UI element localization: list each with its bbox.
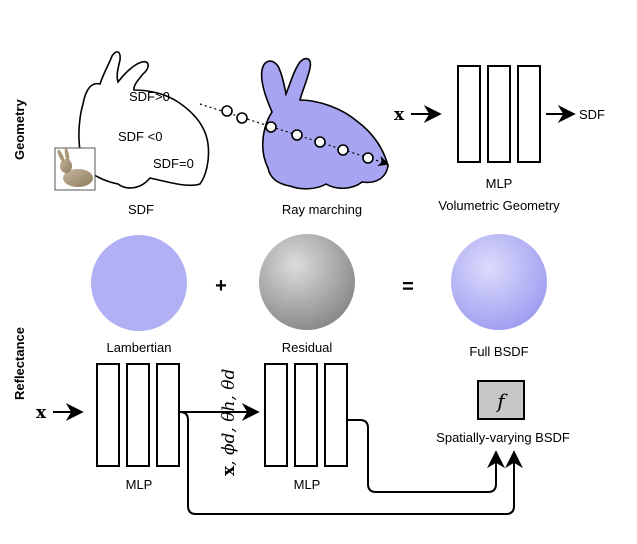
geometry-mlp-label: MLP [486,176,513,191]
reflectance-mlp1-label: MLP [126,477,153,492]
sdf-caption: SDF [128,202,154,217]
lambertian-label: Lambertian [106,340,171,355]
geometry-mlp-input: x [394,105,405,125]
ray-marching-caption: Ray marching [282,202,362,217]
ray-sample-points [221,105,374,164]
sdf-zero-label: SDF=0 [153,156,194,171]
residual-label: Residual [282,340,333,355]
geometry-mlp-caption: Volumetric Geometry [438,198,560,213]
mlp2-to-bsdf-arrow [348,419,505,493]
equals-sign: = [402,276,414,298]
geometry-mlp [457,65,541,163]
bunny-thumbnail-image [57,148,93,187]
reflectance-mlp2-layer [294,363,318,467]
reflectance-mlp2-input-angles: , ϕd, θh, θd [219,369,239,466]
reflectance-mlp1-input: x [36,403,47,423]
reflectance-mlp2-input: x, ϕd, θh, θd [219,369,239,476]
ray-sample-point [291,129,303,141]
geometry-mlp-layer [457,65,481,163]
reflectance-mlp2-label: MLP [294,477,321,492]
reflectance-mlp1-layer [156,363,180,467]
residual-sphere [259,234,355,330]
plus-sign: + [215,275,227,297]
ray-sample-point [221,105,233,117]
reflectance-mlp2-layer [264,363,288,467]
section-label-reflectance: Reflectance [12,327,27,400]
ray-marching-bunny [260,57,389,190]
lambertian-sphere [91,235,187,331]
ray-sample-point [314,136,326,148]
bsdf-caption: Spatially-varying BSDF [436,430,570,445]
section-label-geometry: Geometry [12,99,27,160]
full-bsdf-sphere [451,234,547,330]
geometry-mlp-layer [487,65,511,163]
reflectance-mlp2 [264,363,348,467]
ray-sample-point [362,152,374,164]
reflectance-mlp1 [96,363,180,467]
reflectance-mlp1-layer [126,363,150,467]
ray-sample-point [265,121,277,133]
geometry-mlp-layer [517,65,541,163]
mlp1-to-bsdf-arrow [179,411,523,515]
sdf-negative-label: SDF <0 [118,129,162,144]
ray-sample-point [337,144,349,156]
full-bsdf-label: Full BSDF [469,344,528,359]
reflectance-mlp2-layer [324,363,348,467]
sdf-positive-label: SDF>0 [129,89,170,104]
geometry-mlp-output: SDF [579,107,605,122]
sdf-bunny-outline [54,51,210,191]
reflectance-mlp2-input-x: x [219,465,239,476]
reflectance-mlp1-layer [96,363,120,467]
ray-sample-point [236,112,248,124]
bsdf-function-box [477,380,525,420]
